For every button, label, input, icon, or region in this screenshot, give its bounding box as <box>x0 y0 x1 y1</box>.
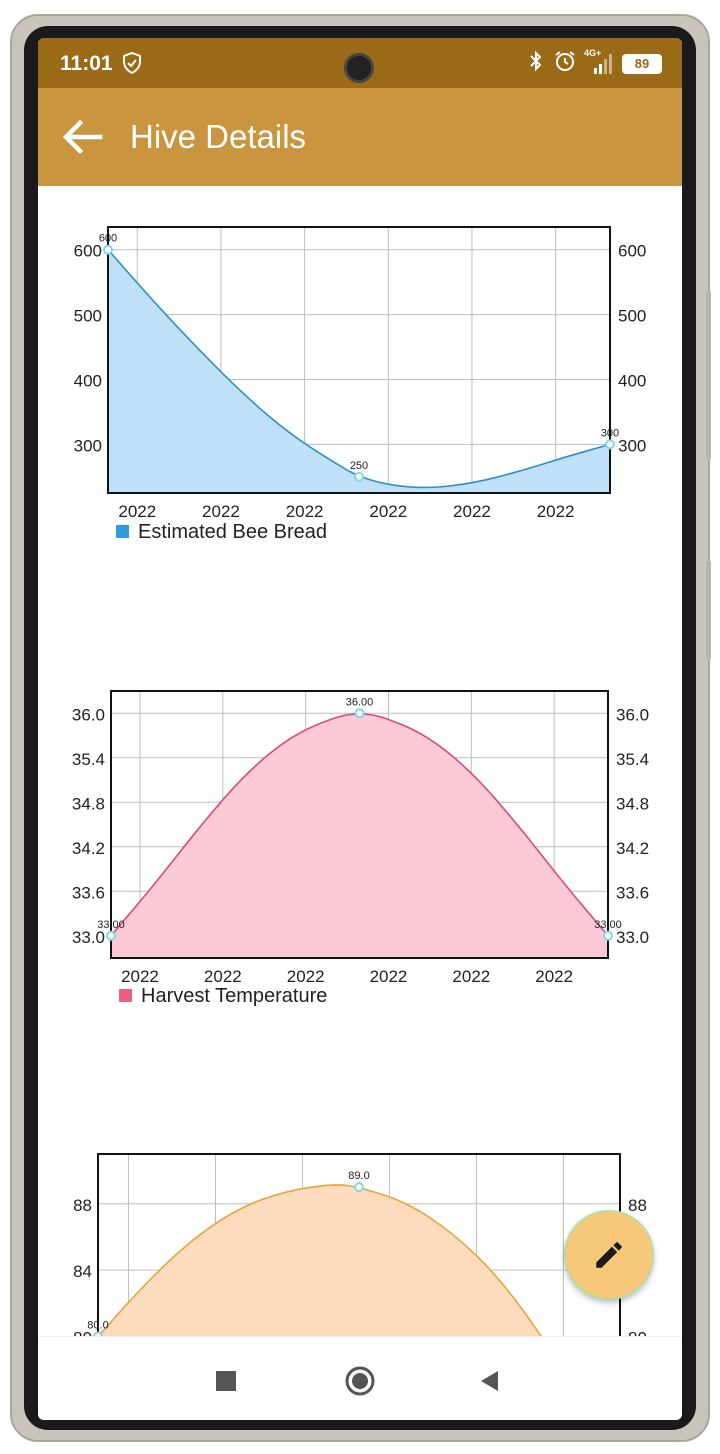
y-tick-label-right: 33.6 <box>616 883 649 902</box>
chart-grid <box>108 227 610 493</box>
system-nav-bar <box>38 1336 682 1420</box>
power-button <box>706 560 711 660</box>
x-tick-label: 2022 <box>452 967 490 986</box>
recent-apps-square-icon <box>216 1371 236 1391</box>
y-tick-label-left: 84 <box>73 1262 92 1281</box>
back-button[interactable] <box>60 114 106 160</box>
status-time: 11:01 <box>60 52 113 75</box>
data-point <box>93 1331 103 1336</box>
home-button[interactable] <box>340 1361 380 1401</box>
y-tick-label-right: 36.0 <box>616 705 649 724</box>
chart-legend: Harvest Temperature <box>119 985 327 1007</box>
data-label: 33.00 <box>97 919 125 931</box>
data-point <box>354 1182 364 1193</box>
data-point <box>354 471 364 482</box>
arrow-left-icon <box>62 119 103 155</box>
volume-button <box>706 290 711 460</box>
data-label: 250 <box>350 460 368 472</box>
y-tick-label-left: 600 <box>74 242 102 261</box>
data-label: 89.0 <box>348 1170 369 1182</box>
data-label: 600 <box>99 233 117 245</box>
y-tick-label-right: 600 <box>618 242 646 261</box>
home-circle-icon <box>345 1366 375 1396</box>
app-bar: Hive Details <box>38 88 682 186</box>
x-tick-label: 2022 <box>453 502 491 521</box>
series-line <box>98 1184 542 1336</box>
bluetooth-icon <box>528 50 544 77</box>
x-tick-label: 2022 <box>202 502 240 521</box>
x-tick-label: 2022 <box>121 967 159 986</box>
data-label: 300 <box>601 427 619 439</box>
y-tick-label-left: 34.2 <box>72 839 105 858</box>
y-tick-label-right: 88 <box>628 1196 647 1215</box>
y-tick-label-right: 400 <box>618 371 646 390</box>
y-tick-label-right: 33.0 <box>616 928 649 947</box>
y-tick-label-right: 34.2 <box>616 839 649 858</box>
front-camera <box>344 53 374 83</box>
screen: 11:01 4G+ 89 <box>38 38 682 1420</box>
x-tick-label: 2022 <box>204 967 242 986</box>
battery-level: 89 <box>624 55 660 72</box>
legend-swatch <box>116 525 129 538</box>
x-tick-label: 2022 <box>118 502 156 521</box>
y-tick-label-left: 34.8 <box>72 794 105 813</box>
data-point <box>103 244 113 255</box>
chart-legend: Estimated Bee Bread <box>116 521 327 543</box>
series-area <box>108 249 610 493</box>
back-triangle-icon <box>481 1371 498 1391</box>
series-area <box>111 713 608 958</box>
recent-apps-button[interactable] <box>206 1361 246 1401</box>
y-tick-label-left: 33.0 <box>72 928 105 947</box>
battery-icon: 89 <box>622 53 662 74</box>
data-label: 36.00 <box>346 696 374 708</box>
chart-3: 888884848080767680.089.0 <box>73 1153 647 1336</box>
network-type: 4G+ <box>584 47 602 58</box>
y-tick-label-left: 80 <box>73 1328 92 1336</box>
data-point <box>603 930 613 941</box>
edit-fab-button[interactable] <box>564 1210 654 1300</box>
y-tick-label-left: 35.4 <box>72 750 105 769</box>
y-tick-label-left: 88 <box>73 1196 92 1215</box>
y-tick-label-right: 300 <box>618 436 646 455</box>
legend-label: Estimated Bee Bread <box>138 521 327 543</box>
y-tick-label-right: 34.8 <box>616 794 649 813</box>
x-tick-label: 2022 <box>369 502 407 521</box>
alarm-icon <box>554 50 576 77</box>
shield-check-icon <box>122 51 142 79</box>
charts-scroll-area[interactable]: 600 600 500 500 400 400 300 300 2022 2022 2022 2022… <box>38 186 682 1336</box>
data-point <box>605 439 615 450</box>
y-tick-label-left: 36.0 <box>72 705 105 724</box>
data-point <box>106 930 116 941</box>
signal-icon: 4G+ <box>584 48 612 74</box>
pencil-icon <box>596 1242 622 1268</box>
x-tick-label: 2022 <box>286 502 324 521</box>
status-bar: 11:01 4G+ 89 <box>38 38 682 88</box>
y-tick-label-left: 300 <box>74 436 102 455</box>
chart-2: 36.0 36.0 35.4 35.4 34.8 34.8 34.2 34.2 33.6 33.6… <box>72 690 649 1007</box>
data-label: 80.0 <box>87 1319 108 1331</box>
y-tick-label-right: 500 <box>618 307 646 326</box>
x-tick-label: 2022 <box>370 967 408 986</box>
series-area <box>98 1184 541 1336</box>
x-tick-label: 2022 <box>287 967 325 986</box>
y-tick-label-left: 500 <box>74 307 102 326</box>
system-back-button[interactable] <box>470 1361 510 1401</box>
chart-frame <box>107 226 611 494</box>
y-tick-label-right: 35.4 <box>616 750 649 769</box>
data-point <box>354 708 365 719</box>
data-label: 33.00 <box>594 919 622 931</box>
x-tick-label: 2022 <box>537 502 575 521</box>
y-tick-label-left: 33.6 <box>72 883 105 902</box>
x-tick-label: 2022 <box>535 967 573 986</box>
chart-frame <box>110 690 609 959</box>
y-tick-label-right: 80 <box>628 1328 647 1336</box>
legend-label: Harvest Temperature <box>141 985 327 1007</box>
y-tick-label-left: 400 <box>74 371 102 390</box>
page-title: Hive Details <box>130 118 307 155</box>
legend-swatch <box>119 989 132 1002</box>
